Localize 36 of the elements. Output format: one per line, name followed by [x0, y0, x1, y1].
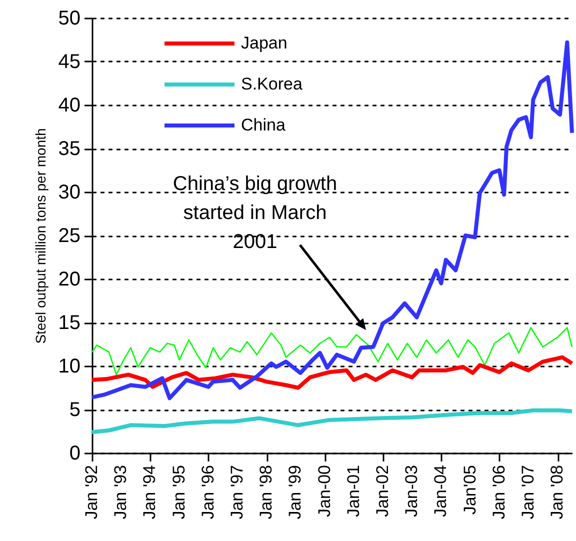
line-series	[91, 327, 573, 376]
y-tick-label: 20	[58, 268, 80, 290]
y-tick-label: 40	[58, 94, 80, 116]
x-tick-label: Jan-03	[402, 465, 422, 517]
annotation: China’s big growth started in March 2001	[172, 172, 338, 255]
x-tick-label: Jan '93	[111, 465, 130, 520]
y-tick-label: 35	[58, 138, 80, 160]
x-tick-label: Jan-00	[314, 465, 334, 517]
x-tick-label: Jan '98	[256, 465, 276, 520]
x-tick-label: Jan '94	[140, 465, 160, 520]
y-axis-title: Steel output million tons per month	[32, 128, 48, 344]
y-tick-label: 5	[69, 399, 80, 421]
x-tick-label: Jan '92	[82, 465, 101, 520]
x-tick-label: Jan '97	[228, 465, 247, 520]
legend-label: S.Korea	[241, 74, 303, 94]
legend-label: Japan	[241, 34, 288, 52]
y-tick-label: 25	[58, 225, 80, 247]
y-tick-label: 10	[58, 356, 80, 378]
y-tick-label: 30	[58, 182, 80, 204]
y-tick-label: 50	[58, 8, 80, 30]
x-tick-label: Jan-02	[372, 465, 392, 517]
y-tick-label: 0	[69, 442, 80, 464]
x-tick-label: Jan '95	[169, 465, 188, 520]
x-tick-label: Jan '08	[548, 465, 567, 520]
legend-label: China	[241, 116, 286, 134]
x-tick-label: Jan-01	[344, 465, 363, 517]
x-tick-label: Jan '06	[489, 465, 508, 520]
line-series	[90, 408, 574, 434]
x-tick-label: Jan '07	[518, 465, 538, 520]
y-tick-label: 45	[58, 51, 80, 73]
y-tick-label: 15	[58, 312, 80, 334]
x-tick-label: Jan'05	[460, 465, 480, 515]
line-series	[90, 355, 574, 390]
x-tick-label: Jan '99	[286, 465, 305, 520]
x-tick-label: Jan '96	[198, 465, 218, 520]
x-tick-label: Jan-04	[431, 465, 450, 517]
